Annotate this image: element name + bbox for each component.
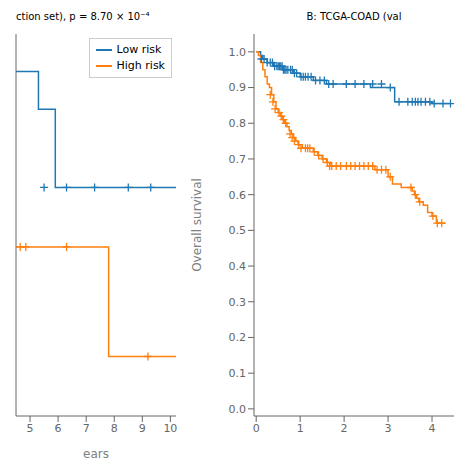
svg-text:9: 9 xyxy=(139,422,146,435)
svg-text:1: 1 xyxy=(297,422,304,435)
svg-text:4: 4 xyxy=(429,422,436,435)
svg-text:Overall survival: Overall survival xyxy=(190,178,204,272)
svg-text:0: 0 xyxy=(253,422,260,435)
svg-text:0.4: 0.4 xyxy=(229,260,247,273)
svg-text:0.9: 0.9 xyxy=(229,81,247,94)
html-text:B: TCGA-COAD (val: B: TCGA-COAD (val xyxy=(306,11,402,22)
svg-text:0.8: 0.8 xyxy=(229,117,247,130)
html-text:ction set), p = 8.70 × 10⁻⁴: ction set), p = 8.70 × 10⁻⁴ xyxy=(16,11,150,22)
svg-text:3: 3 xyxy=(385,422,392,435)
svg-text:1.0: 1.0 xyxy=(229,46,247,59)
svg-text:5: 5 xyxy=(27,422,34,435)
svg-text:7: 7 xyxy=(83,422,90,435)
svg-text:0.3: 0.3 xyxy=(229,296,247,309)
svg-text:0.6: 0.6 xyxy=(229,189,247,202)
svg-text:0.7: 0.7 xyxy=(229,153,247,166)
svg-text:6: 6 xyxy=(55,422,62,435)
svg-text:2: 2 xyxy=(341,422,348,435)
svg-text:8: 8 xyxy=(111,422,118,435)
svg-text:ears: ears xyxy=(83,447,109,461)
svg-text:0.0: 0.0 xyxy=(229,403,247,416)
svg-text:0.1: 0.1 xyxy=(229,367,247,380)
svg-text:0.5: 0.5 xyxy=(229,224,247,237)
svg-text:0.2: 0.2 xyxy=(229,331,247,344)
svg-text:10: 10 xyxy=(163,422,177,435)
html-text:High risk: High risk xyxy=(116,59,165,72)
html-text:Low risk: Low risk xyxy=(116,43,162,56)
